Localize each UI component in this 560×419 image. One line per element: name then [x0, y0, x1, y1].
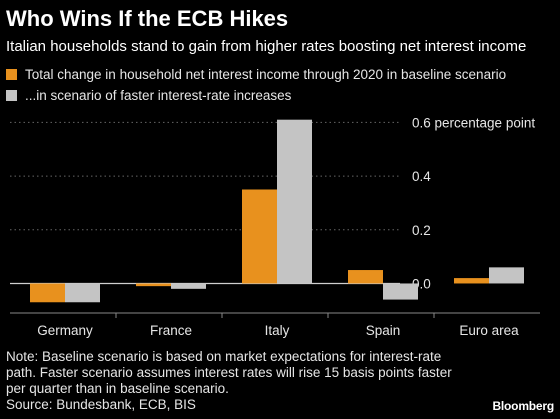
- bar-faster: [277, 119, 312, 284]
- note: Note: Baseline scenario is based on mark…: [6, 349, 546, 413]
- y-tick-label: 0.4: [412, 169, 431, 184]
- bar-faster: [171, 283, 206, 289]
- source-line: Source: Bundesbank, ECB, BIS: [6, 397, 196, 412]
- bar-baseline: [454, 278, 489, 284]
- bar-faster: [489, 267, 524, 284]
- legend-swatch-faster: [6, 90, 17, 101]
- x-tick-label: Italy: [265, 323, 290, 338]
- bar-baseline: [136, 283, 171, 287]
- x-tick-label: Germany: [37, 323, 93, 338]
- x-tick-label: France: [150, 323, 192, 338]
- legend-label-faster: ...in scenario of faster interest-rate i…: [25, 88, 292, 103]
- note-line: path. Faster scenario assumes interest r…: [6, 365, 452, 380]
- chart-title: Who Wins If the ECB Hikes: [6, 6, 289, 31]
- bar-baseline: [30, 283, 65, 303]
- note-line: per quarter than in baseline scenario.: [6, 381, 229, 396]
- legend-item-faster: ...in scenario of faster interest-rate i…: [6, 85, 506, 106]
- legend-swatch-baseline: [6, 69, 17, 80]
- chart-subtitle: Italian households stand to gain from hi…: [6, 38, 527, 55]
- bar-baseline: [348, 270, 383, 284]
- bar-faster: [65, 283, 100, 303]
- y-tick-label: 0.6 percentage point: [412, 115, 535, 130]
- legend-item-baseline: Total change in household net interest i…: [6, 64, 506, 85]
- bloomberg-logo: Bloomberg: [492, 399, 554, 413]
- legend: Total change in household net interest i…: [6, 64, 506, 106]
- x-tick-label: Spain: [366, 323, 401, 338]
- note-line: Note: Baseline scenario is based on mark…: [6, 349, 442, 364]
- x-tick-label: Euro area: [459, 323, 519, 338]
- y-tick-label: 0.2: [412, 223, 431, 238]
- bar-baseline: [242, 189, 277, 284]
- legend-label-baseline: Total change in household net interest i…: [25, 67, 507, 82]
- bar-faster: [383, 283, 418, 300]
